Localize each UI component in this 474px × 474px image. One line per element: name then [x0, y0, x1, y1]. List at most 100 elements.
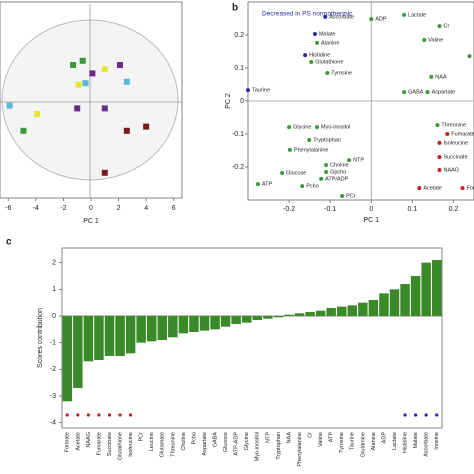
x-tick-label: GABA	[213, 432, 219, 448]
x-tick-label: 0	[369, 206, 373, 213]
bar	[284, 314, 294, 316]
point	[79, 57, 86, 64]
point-label: Phenylalanine	[294, 147, 329, 153]
x-tick-label: ATP	[329, 432, 335, 443]
x-tick-label: Aspartate	[202, 432, 208, 456]
x-tick-label: Tyrosine	[339, 432, 345, 453]
bar	[231, 316, 241, 324]
x-tick-label: Phenylalanine	[297, 432, 303, 467]
x-tick-label: NTP	[265, 432, 271, 443]
point	[280, 170, 285, 175]
x-tick-label: Taurine	[350, 432, 356, 450]
x-tick-label: Leucine	[149, 432, 155, 451]
y-axis-label: PC 2	[225, 93, 232, 109]
x-tick-label: Ascorbate	[424, 432, 430, 457]
bar	[379, 293, 389, 316]
bar	[146, 316, 157, 342]
bar	[157, 316, 168, 340]
significance-marker	[424, 413, 428, 417]
significance-marker	[435, 413, 439, 417]
point	[435, 123, 440, 128]
x-tick-label: Alanine	[371, 432, 377, 450]
point	[307, 137, 312, 142]
x-tick-label: -0.2	[283, 206, 295, 213]
x-tick-label: Isoleucine	[128, 432, 134, 457]
bar	[220, 316, 231, 327]
point-label: ADP	[375, 17, 387, 23]
y-tick-label: 0.2	[234, 32, 244, 39]
point	[369, 17, 374, 22]
bar	[358, 302, 368, 316]
point	[437, 167, 442, 172]
x-tick-label: Acetate	[75, 432, 81, 451]
y-tick-label: -4	[50, 420, 56, 427]
point-label: Choline	[330, 162, 349, 168]
bar	[115, 316, 125, 356]
point	[75, 81, 82, 88]
x-tick-label: -2	[60, 205, 66, 212]
x-tick-label: -4	[33, 205, 39, 212]
significance-marker	[86, 413, 90, 417]
bar	[421, 262, 431, 316]
y-tick-label: 1	[52, 286, 56, 293]
point-label: Alanine	[321, 40, 339, 46]
panel-label: b	[232, 3, 238, 14]
point	[437, 140, 442, 145]
panel-label: c	[6, 237, 12, 248]
point	[309, 60, 314, 65]
y-axis-label: Scores contribution	[37, 308, 44, 368]
point-label: PCr	[346, 193, 356, 199]
point	[315, 40, 320, 45]
bar	[62, 316, 73, 402]
y-tick-label: -2	[50, 366, 56, 373]
annotation: Decreased in PS normothermic	[262, 11, 353, 18]
point	[101, 66, 108, 73]
bar	[347, 305, 358, 316]
x-tick-label: NAA	[286, 432, 292, 444]
point-label: Ascorbate	[329, 14, 354, 20]
bar	[199, 316, 210, 331]
point-label: ATP	[262, 182, 273, 188]
bar	[252, 316, 263, 320]
y-tick-label: 0	[52, 313, 56, 320]
x-tick-label: Glutathione	[118, 432, 124, 460]
point-label: Glycine	[293, 125, 311, 131]
point-label: Taurine	[252, 88, 270, 94]
point-label: NTP	[353, 158, 364, 164]
significance-marker	[97, 413, 101, 417]
x-tick-label: 6	[172, 205, 176, 212]
point-label: Isoleucine	[443, 140, 468, 146]
bar	[136, 316, 146, 343]
point	[325, 70, 330, 75]
point	[422, 37, 427, 42]
point	[6, 102, 13, 109]
x-tick-label: Succinate	[107, 432, 113, 456]
point	[347, 158, 352, 163]
point	[467, 54, 472, 59]
bar	[336, 306, 347, 316]
x-tick-label: Glucose	[223, 432, 229, 452]
x-tick-label: Myo-inositol	[255, 432, 261, 461]
point	[303, 53, 308, 58]
bar	[431, 260, 442, 316]
point-label: Aspartate	[432, 90, 456, 96]
point	[445, 132, 450, 136]
bar	[210, 316, 220, 330]
x-tick-label: 0	[89, 205, 93, 212]
point	[82, 80, 89, 87]
point-label: Succinate	[443, 155, 467, 161]
bar	[94, 316, 104, 360]
y-tick-label: -3	[50, 393, 56, 400]
x-tick-label: Fumarate	[96, 432, 102, 456]
bar	[389, 289, 400, 316]
point-label: Tryptophan	[313, 137, 341, 143]
x-tick-label: Glutamine	[360, 432, 366, 457]
point-label: ATP/ADP	[325, 176, 348, 182]
significance-marker	[76, 413, 80, 417]
bar	[326, 308, 336, 316]
x-tick-label: Cr	[308, 432, 314, 438]
point-label: Gpcho	[330, 169, 346, 175]
point	[425, 90, 430, 95]
point-label: Malate	[319, 31, 336, 37]
y-tick-label: -0.2	[232, 164, 244, 171]
